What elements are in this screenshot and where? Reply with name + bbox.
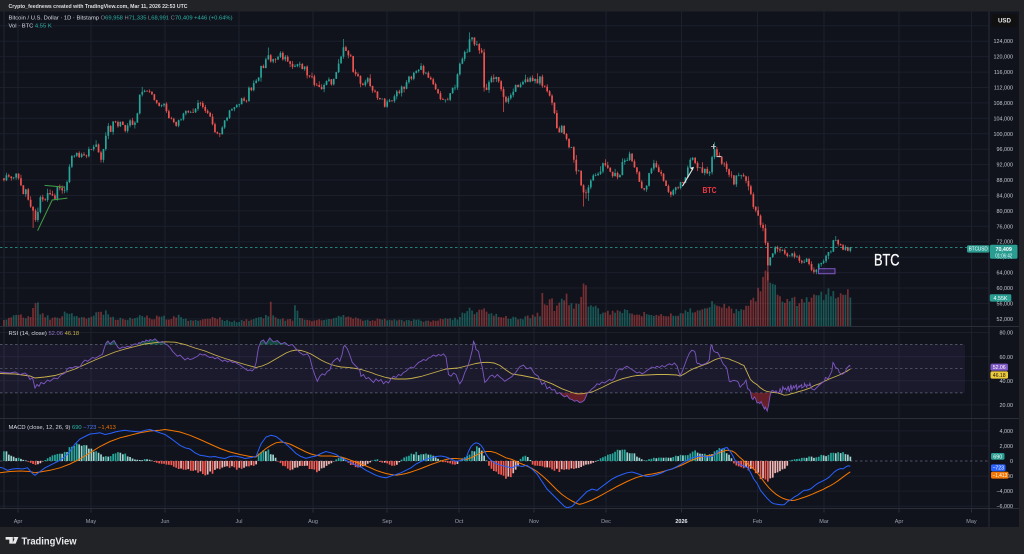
svg-text:Oct: Oct — [455, 519, 464, 525]
svg-text:Dec: Dec — [601, 519, 611, 525]
svg-text:40.00: 40.00 — [1000, 379, 1014, 385]
svg-text:60.00: 60.00 — [1000, 355, 1014, 361]
svg-text:TradingView: TradingView — [22, 537, 77, 548]
svg-text:Apr: Apr — [895, 519, 904, 525]
svg-text:88,000: 88,000 — [997, 178, 1014, 184]
svg-text:124,000: 124,000 — [994, 39, 1014, 45]
svg-text:108,000: 108,000 — [994, 101, 1014, 107]
svg-text:Vol · BTC 4.55 K: Vol · BTC 4.55 K — [9, 23, 52, 29]
svg-text:80,000: 80,000 — [997, 209, 1014, 215]
svg-text:−1,413: −1,413 — [992, 473, 1007, 479]
svg-text:01:06:42: 01:06:42 — [995, 253, 1012, 259]
svg-text:46.18: 46.18 — [993, 373, 1006, 379]
svg-text:80.00: 80.00 — [1000, 331, 1014, 337]
svg-text:100,000: 100,000 — [994, 132, 1014, 138]
svg-text:BTCUSD: BTCUSD — [969, 247, 988, 253]
svg-text:52,000: 52,000 — [997, 317, 1014, 323]
svg-text:20.00: 20.00 — [1000, 403, 1014, 409]
svg-text:−4,000: −4,000 — [996, 489, 1013, 495]
svg-text:70,409: 70,409 — [995, 247, 1012, 253]
svg-text:RSI (14, close) 52.06 46.18: RSI (14, close) 52.06 46.18 — [9, 331, 80, 337]
svg-text:−723: −723 — [992, 466, 1004, 472]
svg-text:Bitcoin / U.S. Dollar · 1D · B: Bitcoin / U.S. Dollar · 1D · Bitstamp O6… — [9, 15, 233, 21]
svg-text:96,000: 96,000 — [997, 147, 1014, 153]
svg-text:Mar: Mar — [819, 519, 829, 525]
svg-text:84,000: 84,000 — [997, 194, 1014, 200]
svg-text:64,000: 64,000 — [997, 271, 1014, 277]
svg-text:USD: USD — [998, 18, 1012, 25]
svg-text:92,000: 92,000 — [997, 163, 1014, 169]
svg-text:0: 0 — [1010, 459, 1013, 465]
svg-text:BTC: BTC — [874, 250, 900, 269]
svg-text:52.06: 52.06 — [993, 365, 1006, 371]
svg-text:Nov: Nov — [529, 519, 539, 525]
svg-text:56,000: 56,000 — [997, 301, 1014, 307]
svg-text:BTC: BTC — [703, 186, 717, 195]
svg-text:Crypto_feednews created with T: Crypto_feednews created with TradingView… — [9, 4, 188, 10]
svg-text:2,000: 2,000 — [1000, 444, 1014, 450]
svg-text:MACD (close, 12, 26, 9) 690 −7: MACD (close, 12, 26, 9) 690 −723 −1,413 — [9, 425, 116, 431]
svg-text:690: 690 — [993, 454, 1002, 460]
svg-text:May: May — [966, 519, 977, 525]
svg-text:120,000: 120,000 — [994, 55, 1014, 61]
svg-text:Jul: Jul — [235, 519, 242, 525]
svg-text:Feb: Feb — [753, 519, 762, 525]
svg-text:Jun: Jun — [161, 519, 170, 525]
svg-text:60,000: 60,000 — [997, 286, 1014, 292]
svg-text:72,000: 72,000 — [997, 240, 1014, 246]
svg-text:2026: 2026 — [675, 519, 687, 525]
svg-text:104,000: 104,000 — [994, 116, 1014, 122]
svg-text:76,000: 76,000 — [997, 224, 1014, 230]
svg-text:Aug: Aug — [308, 519, 318, 525]
svg-text:Apr: Apr — [14, 519, 23, 525]
svg-text:116,000: 116,000 — [994, 70, 1013, 76]
svg-text:4,000: 4,000 — [1000, 429, 1014, 435]
svg-text:May: May — [86, 519, 97, 525]
svg-text:4.55K: 4.55K — [994, 296, 1009, 302]
svg-text:112,000: 112,000 — [994, 86, 1013, 92]
svg-text:Sep: Sep — [382, 519, 392, 525]
svg-text:−6,000: −6,000 — [996, 504, 1013, 510]
